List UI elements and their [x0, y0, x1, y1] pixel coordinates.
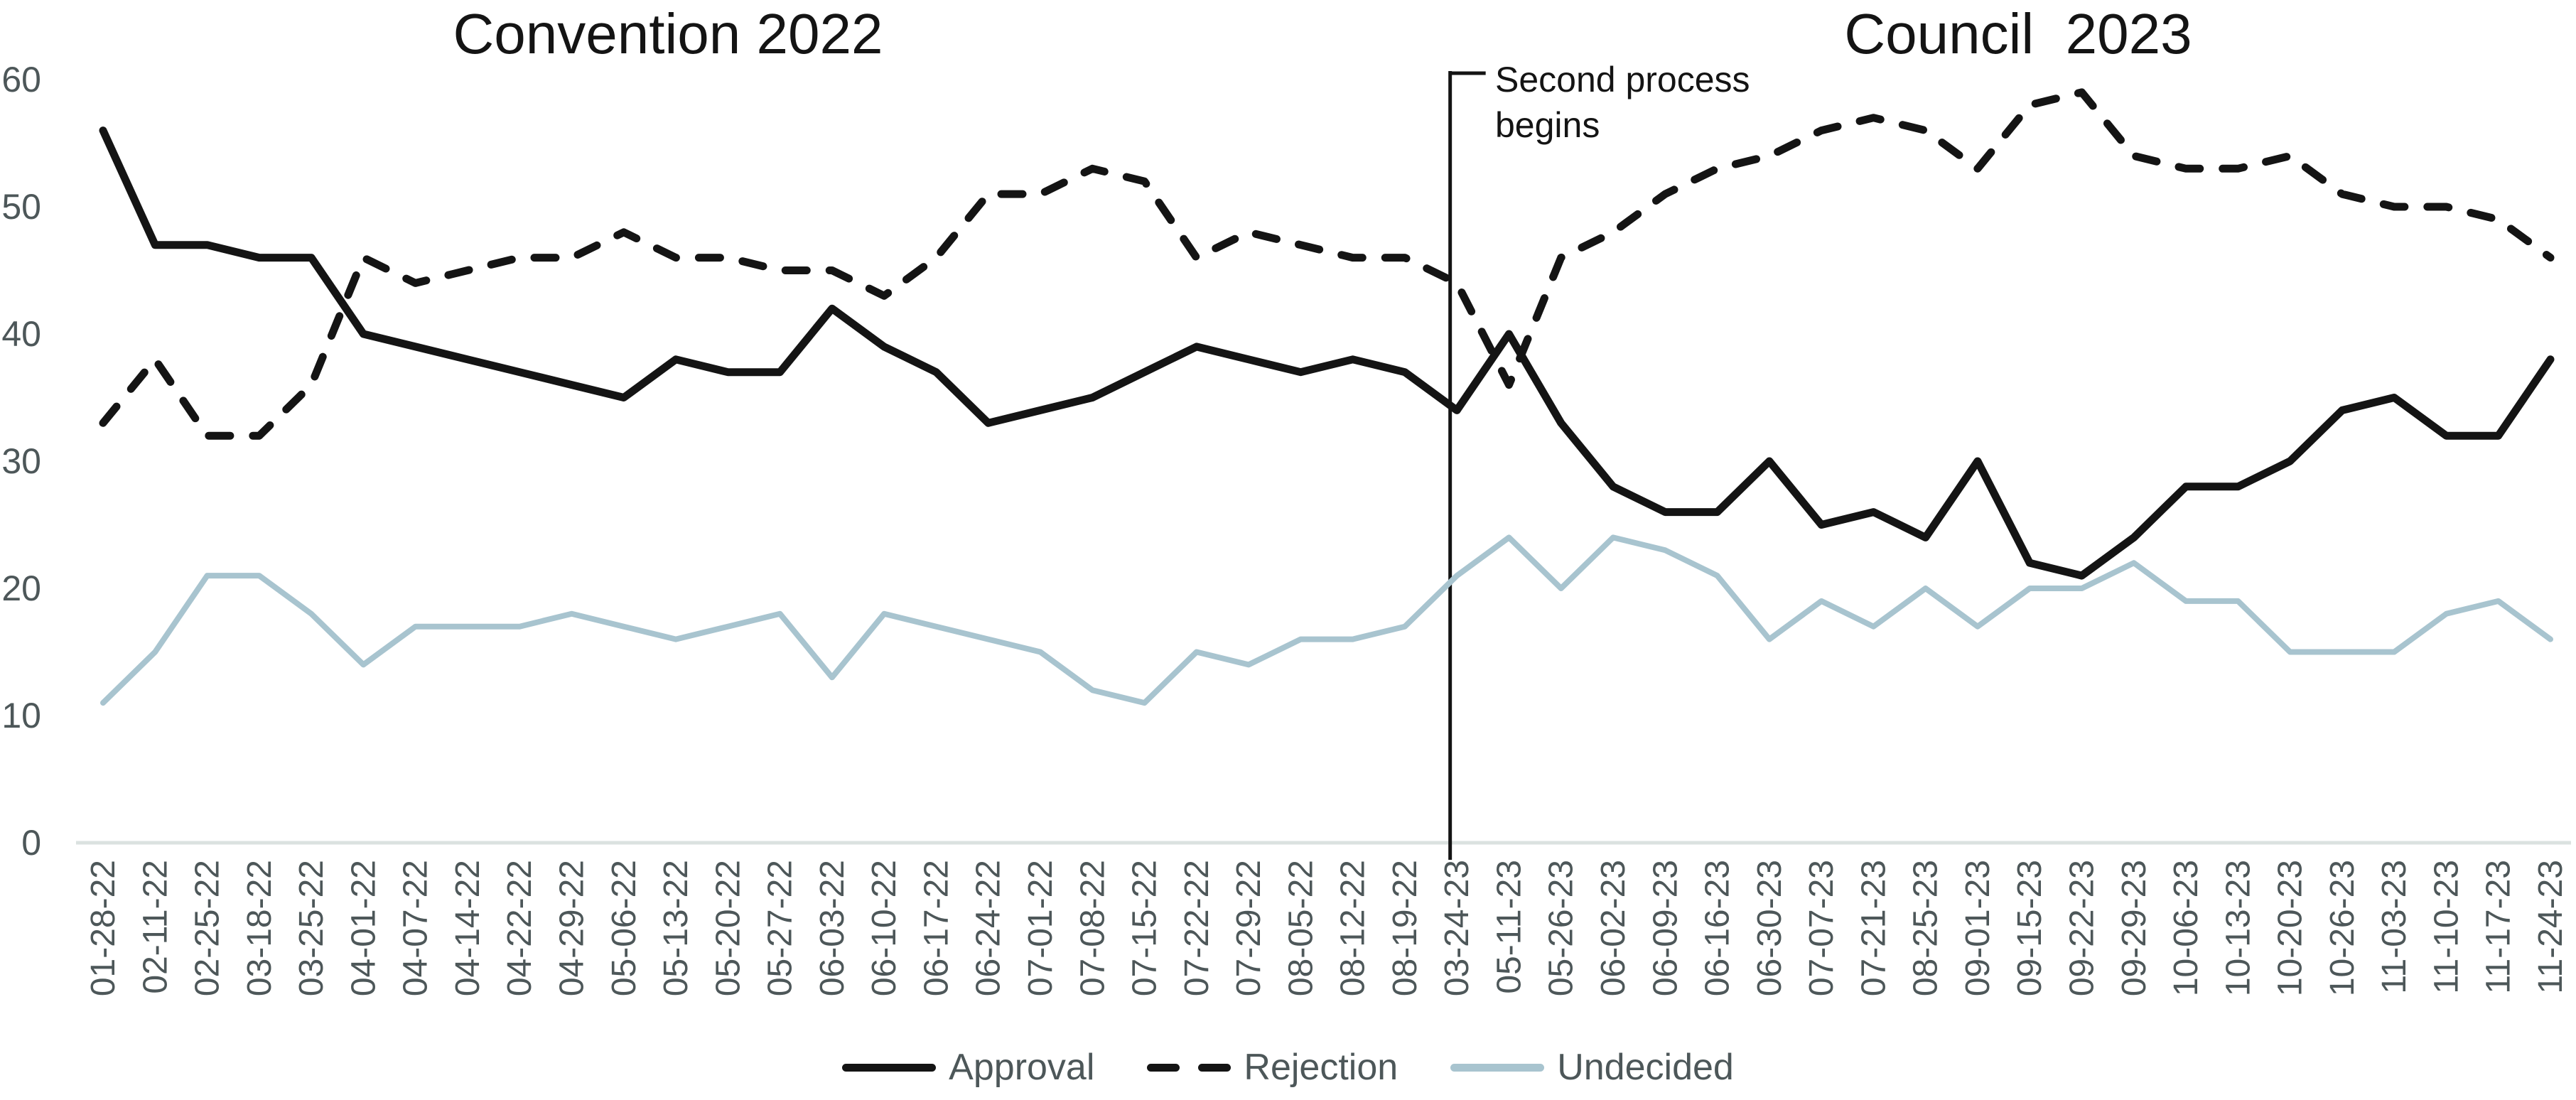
x-axis-tick-label: 04-07-22 [397, 860, 435, 996]
x-axis-tick-label: 07-22-22 [1178, 860, 1216, 996]
legend-item-approval: Approval [842, 1046, 1094, 1089]
annotation-line-2: begins [1495, 105, 1600, 145]
x-axis-tick-label: 04-14-22 [449, 860, 487, 996]
x-axis-tick-label: 02-25-22 [189, 860, 227, 996]
x-axis-tick-label: 03-18-22 [241, 860, 279, 996]
x-axis-tick-label: 07-01-22 [1022, 860, 1060, 996]
x-axis-tick-label: 03-25-22 [293, 860, 330, 996]
x-axis-tick-label: 04-22-22 [501, 860, 539, 996]
x-axis-tick-label: 05-27-22 [762, 860, 799, 996]
x-axis-tick-label: 10-13-23 [2219, 860, 2257, 996]
rejection-dash-1 [1147, 1063, 1180, 1072]
legend-label-approval: Approval [949, 1047, 1095, 1088]
undecided-line [100, 534, 2553, 706]
y-axis-tick-label: 10 [1, 696, 41, 735]
x-axis-tick-label: 09-22-23 [2064, 860, 2101, 996]
legend-label-undecided: Undecided [1557, 1047, 1734, 1088]
undecided-line-swatch [1450, 1063, 1545, 1072]
x-axis-tick-label: 06-10-22 [866, 860, 903, 996]
x-axis-tick-label: 06-09-23 [1647, 860, 1684, 996]
section-title-convention-2022: Convention 2022 [453, 2, 883, 65]
x-axis-tick-label: 06-30-23 [1751, 860, 1789, 996]
x-axis-tick-label: 04-01-22 [345, 860, 382, 996]
section-title-council-2023: Council 2023 [1844, 2, 2192, 65]
x-axis-tick-label: 02-11-22 [136, 860, 174, 994]
x-axis-tick-label: 07-07-23 [1803, 860, 1841, 996]
x-axis-tick-label: 09-29-23 [2116, 860, 2153, 996]
y-axis-tick-label: 20 [1, 568, 41, 608]
x-axis-tick-label: 11-03-23 [2376, 860, 2413, 994]
legend-item-rejection: Rejection [1147, 1046, 1398, 1089]
x-axis-tick-label: 07-21-23 [1855, 860, 1892, 996]
x-axis-tick-label: 05-26-23 [1543, 860, 1580, 996]
y-axis-tick-label: 0 [21, 823, 41, 863]
x-axis-tick-label: 07-08-22 [1074, 860, 1111, 996]
annotation-line-1: Second process [1495, 60, 1750, 99]
legend-label-rejection: Rejection [1244, 1047, 1399, 1088]
x-axis-tick-label: 06-16-23 [1699, 860, 1737, 996]
x-axis-tick-label: 06-17-22 [917, 860, 955, 996]
x-axis-tick-label: 08-12-22 [1335, 860, 1372, 996]
x-axis-tick-label: 05-06-22 [605, 860, 643, 996]
x-axis-tick-label: 08-25-23 [1907, 860, 1945, 996]
x-axis-tick-label: 05-11-23 [1490, 860, 1528, 994]
approval-line-swatch [842, 1063, 937, 1072]
x-axis-tick-label: 08-05-22 [1282, 860, 1320, 996]
x-axis-tick-label: 11-24-23 [2532, 860, 2570, 994]
x-axis-tick-label: 07-29-22 [1230, 860, 1268, 996]
x-axis-tick-label: 01-28-22 [85, 860, 122, 996]
x-axis-tick-label: 03-24-23 [1438, 860, 1476, 996]
x-axis-tick-label: 05-13-22 [657, 860, 695, 996]
x-axis-tick-label: 07-15-22 [1126, 860, 1164, 996]
approval-line [99, 126, 2555, 580]
x-axis-tick-label: 06-03-22 [814, 860, 851, 996]
x-axis-tick-label: 05-20-22 [709, 860, 747, 996]
x-axis-tick-label: 10-06-23 [2167, 860, 2205, 996]
rejection-dash-2 [1198, 1063, 1232, 1072]
y-axis-tick-label: 40 [1, 314, 41, 354]
x-axis-tick-label: 11-10-23 [2427, 860, 2465, 994]
y-axis-tick-label: 30 [1, 441, 41, 481]
x-axis-tick-label: 09-15-23 [2011, 860, 2049, 996]
x-axis-tick-label: 06-24-22 [970, 860, 1008, 996]
x-axis-tick-label: 04-29-22 [553, 860, 591, 996]
rejection-line-swatch [1147, 1063, 1232, 1072]
x-axis-tick-label: 06-02-23 [1595, 860, 1632, 996]
annotation-second-process: Second process begins [1495, 57, 1750, 148]
rejection-line [99, 88, 2555, 440]
x-axis-tick-label: 11-17-23 [2480, 860, 2518, 994]
y-axis-tick-label: 60 [1, 60, 41, 99]
legend-item-undecided: Undecided [1450, 1046, 1734, 1089]
x-axis-tick-label: 09-01-23 [1959, 860, 1997, 996]
chart-legend: Approval Rejection Undecided [0, 1039, 2576, 1096]
x-axis-tick-label: 10-20-23 [2272, 860, 2310, 996]
x-axis-tick-label: 10-26-23 [2324, 860, 2361, 996]
y-axis-tick-label: 50 [1, 187, 41, 227]
x-axis-tick-label: 08-19-22 [1386, 860, 1424, 996]
